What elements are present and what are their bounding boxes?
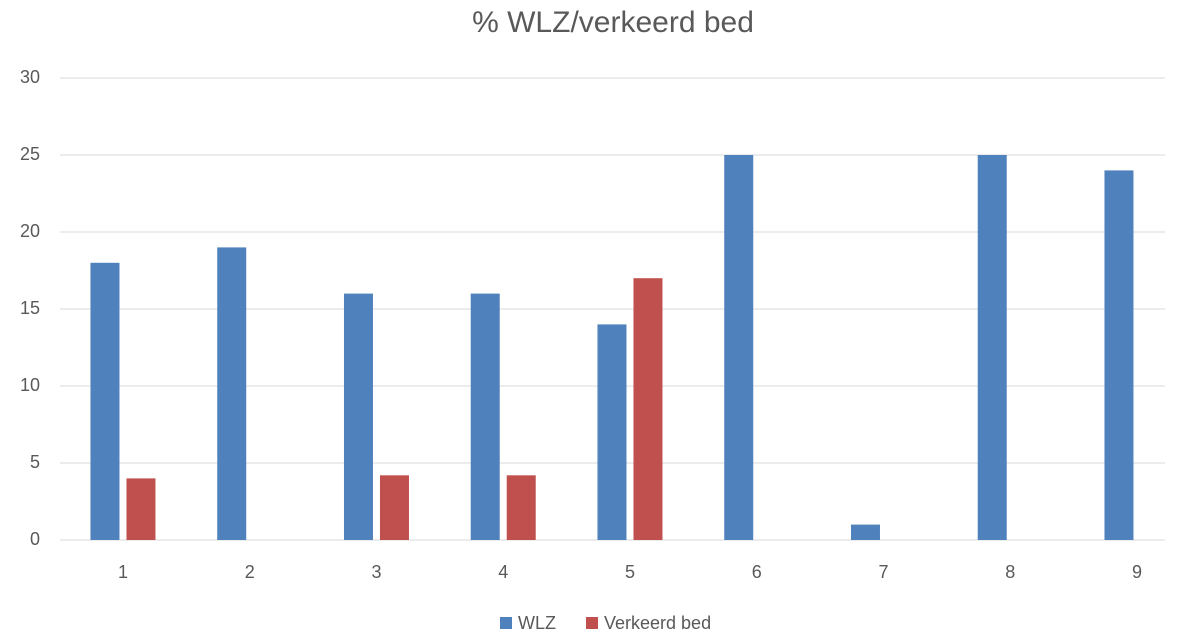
x-tick-label: 4 (498, 562, 508, 582)
x-tick-label: 8 (1005, 562, 1015, 582)
legend-label: Verkeerd bed (604, 613, 711, 633)
bar (126, 478, 156, 540)
bar (977, 155, 1007, 540)
y-tick-label: 25 (20, 144, 40, 164)
bar (1104, 170, 1134, 540)
y-tick-label: 15 (20, 298, 40, 318)
chart-title: % WLZ/verkeerd bed (472, 6, 754, 39)
x-tick-label: 3 (371, 562, 381, 582)
bar (379, 475, 409, 540)
x-tick-label: 2 (245, 562, 255, 582)
legend-swatch (500, 617, 512, 629)
bar (633, 278, 663, 540)
bar (724, 155, 754, 540)
legend-swatch (586, 617, 598, 629)
y-tick-label: 30 (20, 67, 40, 87)
x-tick-label: 1 (118, 562, 128, 582)
bar (506, 475, 536, 540)
y-tick-label: 20 (20, 221, 40, 241)
y-tick-label: 0 (30, 529, 40, 549)
bar (470, 293, 500, 540)
x-tick-label: 6 (752, 562, 762, 582)
bar (343, 293, 373, 540)
bar (217, 247, 247, 540)
x-tick-label: 5 (625, 562, 635, 582)
y-tick-label: 10 (20, 375, 40, 395)
bar (90, 262, 120, 540)
x-tick-label: 7 (878, 562, 888, 582)
bar (597, 324, 627, 540)
bar (850, 524, 880, 540)
x-tick-label: 9 (1132, 562, 1142, 582)
legend-label: WLZ (518, 613, 556, 633)
y-tick-label: 5 (30, 452, 40, 472)
